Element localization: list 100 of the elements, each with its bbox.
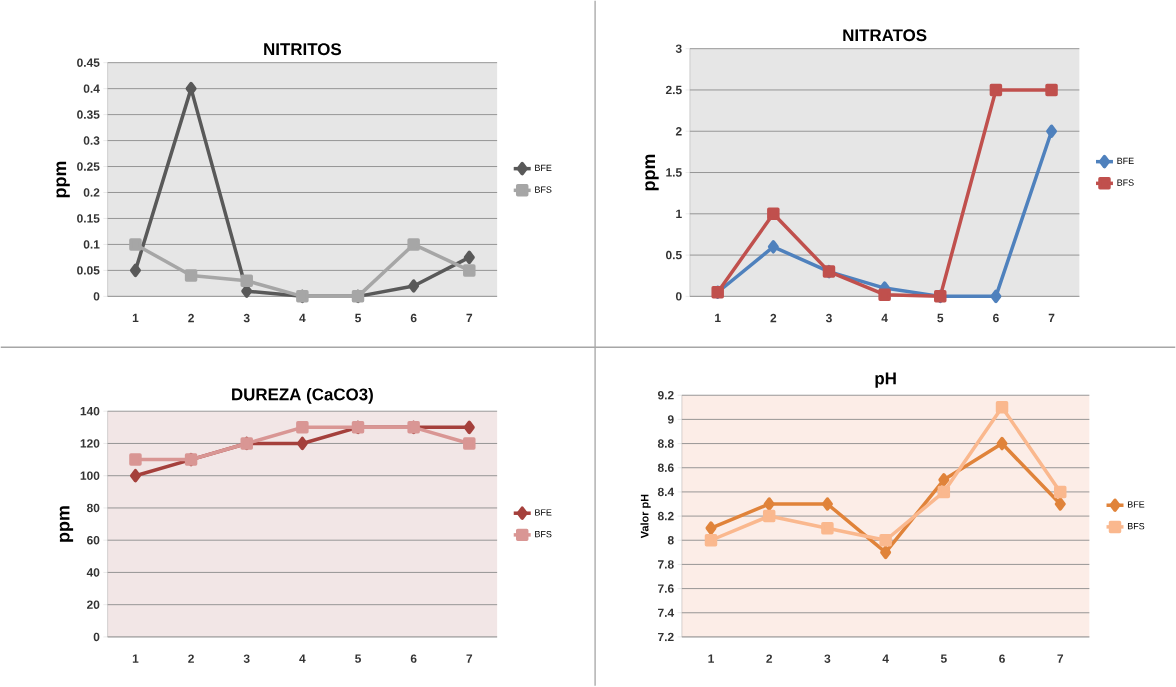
y-tick-label: 0.2 [83,188,100,197]
point [821,522,834,535]
y-tick-label: 2.5 [665,85,682,95]
point [704,534,718,547]
point [1054,497,1066,511]
y-tick-label: 7.6 [658,584,674,593]
y-tick-label: 0.35 [77,110,100,120]
point [938,473,950,487]
x-tick-label: 2 [766,654,773,663]
point [767,207,780,221]
x-tick-label: 7 [1048,314,1055,323]
point [995,401,1009,414]
x-tick-label: 1 [715,314,721,323]
point [463,250,475,265]
legend-label: BFS [535,531,552,538]
point [878,288,891,302]
x-tick-label: 7 [466,314,473,323]
y-tick-label: 60 [87,536,100,545]
legend-label: BFE [1127,501,1145,508]
y-tick-label: 40 [86,568,100,577]
point [129,263,141,278]
point [408,279,420,293]
x-tick-label: 4 [299,654,306,663]
y-tick-label: 0 [93,632,100,642]
y-tick-label: 8.4 [657,487,675,497]
y-tick-label: 9 [667,415,674,424]
legend-label: BFE [535,509,552,516]
point [129,469,141,483]
y-axis-title: ppm [59,506,74,542]
y-tick-label: 80 [86,503,100,513]
x-tick-label: 5 [937,314,944,323]
legend-label: BFE [535,165,552,172]
y-tick-label: 8.2 [657,512,674,521]
y-tick-label: 0.15 [77,214,100,223]
y-tick-label: 7.4 [658,608,675,618]
chart-title: NITRITOS [264,43,342,56]
point [821,497,833,511]
y-tick-label: 1 [676,209,682,219]
y-axis-title: Valor pH [640,494,651,539]
point [937,485,951,499]
point [996,437,1008,451]
point [763,497,775,511]
chart-title: DUREZA (CaCO3) [232,388,373,404]
x-tick-label: 6 [410,314,417,323]
point [1046,124,1058,139]
y-tick-label: 0 [675,292,682,301]
y-tick-label: 140 [80,407,100,416]
point [296,421,309,434]
legend-label: BFS [535,186,552,193]
y-axis-title: ppm [645,154,659,191]
point [463,437,476,450]
point [185,82,197,96]
x-tick-label: 4 [299,314,306,323]
point [767,240,779,254]
y-tick-label: 8.6 [657,463,674,473]
y-tick-label: 0.4 [83,84,100,94]
y-tick-label: 120 [80,439,100,448]
x-tick-label: 6 [993,314,999,323]
point [1054,485,1067,499]
x-tick-label: 6 [410,654,417,664]
legend-label: BFS [1117,179,1134,186]
x-tick-label: 4 [882,654,889,663]
y-tick-label: 7.8 [658,560,674,569]
y-tick-label: 0.1 [83,240,100,249]
x-tick-label: 7 [1057,654,1064,663]
y-tick-label: 0.3 [83,136,100,145]
y-tick-label: 0.5 [665,251,682,260]
x-tick-label: 5 [355,654,361,663]
point [129,453,142,467]
point [880,545,892,560]
y-tick-label: 8 [667,536,674,545]
point [1045,83,1058,97]
point [296,436,308,451]
x-tick-label: 1 [132,654,139,663]
point [240,274,253,288]
x-tick-label: 3 [243,654,250,664]
x-tick-label: 2 [770,314,777,323]
point [184,269,198,283]
x-tick-label: 2 [188,654,194,663]
y-tick-label: 3 [675,44,682,54]
y-tick-label: 9.2 [657,391,674,400]
x-tick-label: 1 [708,654,714,663]
point [989,83,1003,97]
point [879,534,892,547]
x-tick-label: 2 [188,314,194,323]
legend-label: BFE [1117,158,1134,165]
y-tick-label: 100 [80,471,100,481]
x-tick-label: 3 [243,314,250,323]
point [990,289,1002,304]
x-tick-label: 1 [132,314,139,323]
point [463,264,476,277]
point [463,420,475,435]
chart-title: pH [875,372,896,388]
y-tick-label: 7.2 [658,632,674,642]
legend-label: BFS [1127,523,1145,530]
y-tick-label: 1.5 [666,168,682,177]
y-axis-title: ppm [56,161,70,198]
x-tick-label: 7 [466,654,473,663]
chart-title: NITRATOS [843,29,927,42]
x-tick-label: 6 [999,654,1005,664]
